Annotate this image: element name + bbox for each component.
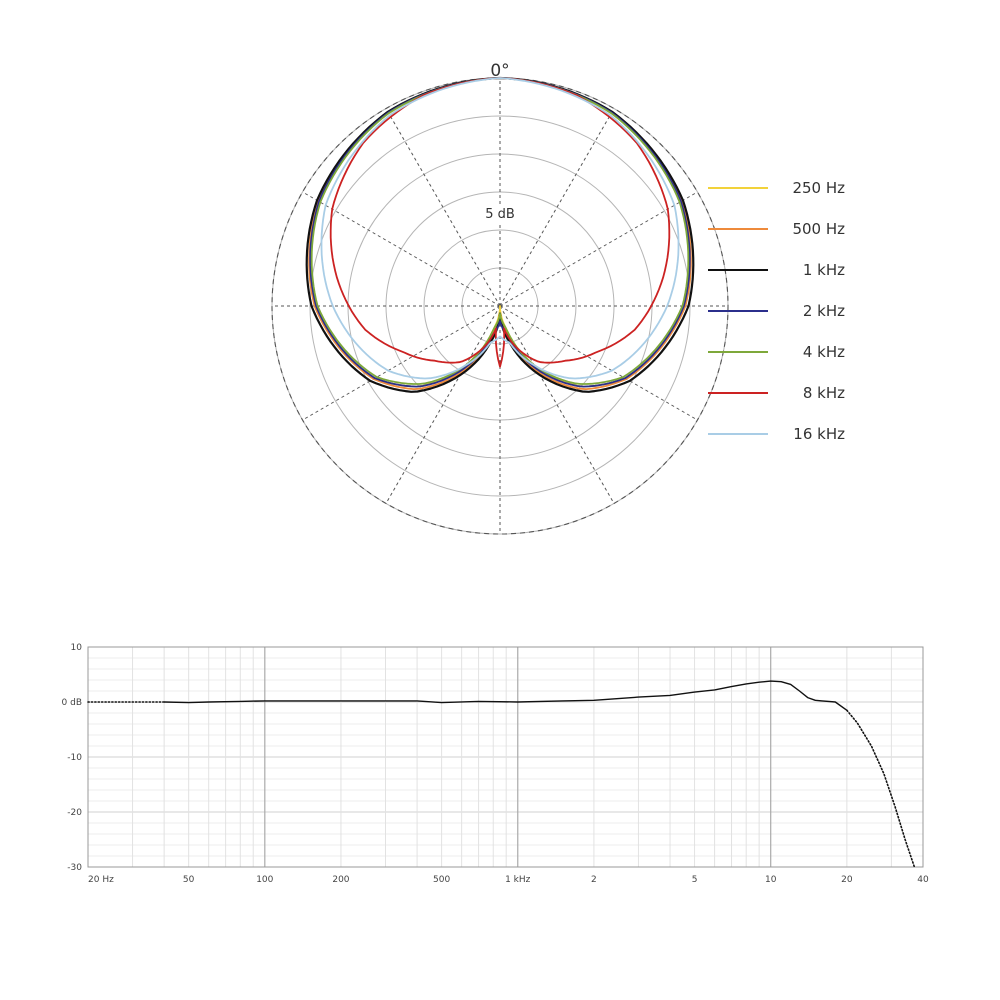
freq-y-tick-2: -10 xyxy=(67,753,82,763)
freq-series xyxy=(87,680,916,868)
freq-y-tick-1: 0 dB xyxy=(62,698,82,708)
freq-x-tick-8: 10 xyxy=(765,875,777,885)
freq-x-tick-labels: 20 Hz 50 100 200 500 1 kHz 2 5 10 20 40 xyxy=(88,875,929,885)
polar-pattern-chart: 0° 5 dB 250 Hz 500 Hz 1 kHz 2 kHz 4 kHz 8 kHz… xyxy=(271,61,845,535)
legend-label-5: 8 kHz xyxy=(803,384,845,402)
polar-spoke-210 xyxy=(385,305,501,504)
legend-label-0: 250 Hz xyxy=(792,179,845,197)
polar-ring-label: 5 dB xyxy=(485,207,515,222)
polar-ring-4 xyxy=(309,115,691,497)
polar-angle-label: 0° xyxy=(490,61,509,81)
frequency-response-chart: 10 0 dB -10 -20 -30 20 Hz 50 100 200 500 1 kHz 2 5 1… xyxy=(62,643,929,885)
polar-series-6 xyxy=(320,77,680,380)
freq-x-tick-1: 50 xyxy=(183,875,195,885)
polar-spoke-60 xyxy=(499,191,698,307)
polar-spoke-240 xyxy=(302,305,501,421)
freq-x-tick-2: 100 xyxy=(256,875,273,885)
polar-grid xyxy=(271,77,729,535)
polar-series xyxy=(305,76,695,393)
freq-y-tick-4: -30 xyxy=(67,863,82,873)
legend-label-2: 1 kHz xyxy=(803,261,845,279)
freq-x-tick-3: 200 xyxy=(332,875,349,885)
freq-plot-frame xyxy=(87,646,924,868)
legend-label-6: 16 kHz xyxy=(793,425,845,443)
polar-legend: 250 Hz 500 Hz 1 kHz 2 kHz 4 kHz 8 kHz 16 kHz xyxy=(708,179,845,443)
freq-x-tick-7: 5 xyxy=(692,875,698,885)
freq-y-tick-3: -20 xyxy=(67,808,82,818)
polar-spoke-120 xyxy=(499,305,698,421)
freq-grid xyxy=(87,646,924,868)
polar-spoke-150 xyxy=(499,305,615,504)
freq-x-tick-0: 20 Hz xyxy=(88,875,114,885)
polar-spoke-300 xyxy=(302,191,501,307)
legend-label-4: 4 kHz xyxy=(803,343,845,361)
polar-ring-label-backdrop xyxy=(480,204,520,222)
freq-x-tick-10: 40 xyxy=(917,875,929,885)
freq-series-2 xyxy=(846,709,916,868)
polar-spoke-330 xyxy=(385,108,501,307)
freq-x-tick-9: 20 xyxy=(841,875,853,885)
freq-x-tick-6: 2 xyxy=(591,875,597,885)
freq-x-tick-5: 1 kHz xyxy=(505,875,531,885)
polar-spoke-30 xyxy=(499,108,615,307)
legend-label-1: 500 Hz xyxy=(792,220,845,238)
polar-ring-1 xyxy=(423,229,577,383)
freq-y-tick-0: 10 xyxy=(71,643,83,653)
freq-y-tick-labels: 10 0 dB -10 -20 -30 xyxy=(62,643,83,873)
legend-label-3: 2 kHz xyxy=(803,302,845,320)
freq-x-tick-4: 500 xyxy=(433,875,450,885)
freq-series-1 xyxy=(164,680,848,711)
